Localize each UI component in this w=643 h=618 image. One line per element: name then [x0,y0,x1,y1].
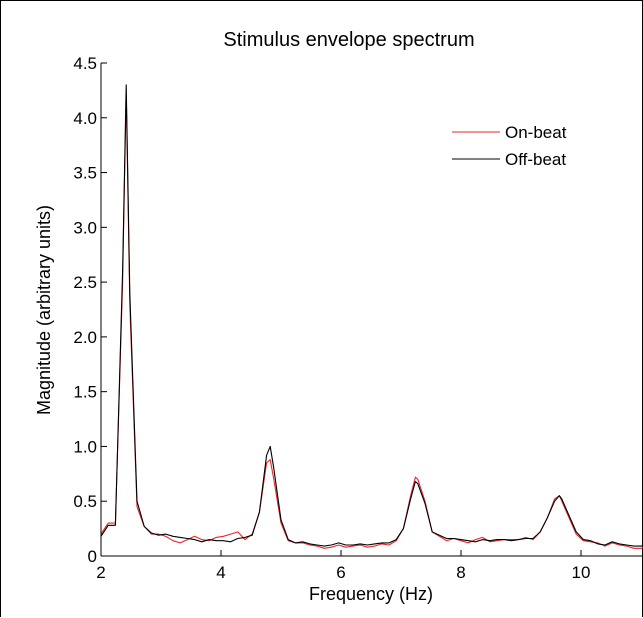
x-tick-label: 4 [216,563,225,582]
y-tick-label: 2.0 [73,328,97,347]
y-tick-label: 1.5 [73,383,97,402]
y-tick-label: 1.0 [73,437,97,456]
x-tick-label: 6 [336,563,345,582]
legend: On-beat Off-beat [452,123,567,169]
chart-title: Stimulus envelope spectrum [223,29,474,51]
y-tick-label: 0.5 [73,492,97,511]
y-axis-ticks: 0 0.5 1.0 1.5 2.0 2.5 3.0 3.5 4.0 4.5 [73,54,107,566]
y-tick-label: 0 [88,547,97,566]
y-tick-label: 4.5 [73,54,97,73]
y-tick-label: 3.0 [73,218,97,237]
series-lines [100,84,643,549]
legend-label-off-beat: Off-beat [505,150,566,169]
x-axis-label: Frequency (Hz) [309,584,433,604]
y-tick-label: 2.5 [73,273,97,292]
series-line-off-beat [100,84,643,547]
x-tick-label: 8 [456,563,465,582]
x-axis-ticks: 2 4 6 8 10 [96,550,590,582]
y-tick-label: 3.5 [73,164,97,183]
y-tick-label: 4.0 [73,109,97,128]
x-tick-label: 10 [572,563,591,582]
legend-label-on-beat: On-beat [505,123,567,142]
y-axis-label: Magnitude (arbitrary units) [34,205,54,415]
x-tick-label: 2 [96,563,105,582]
